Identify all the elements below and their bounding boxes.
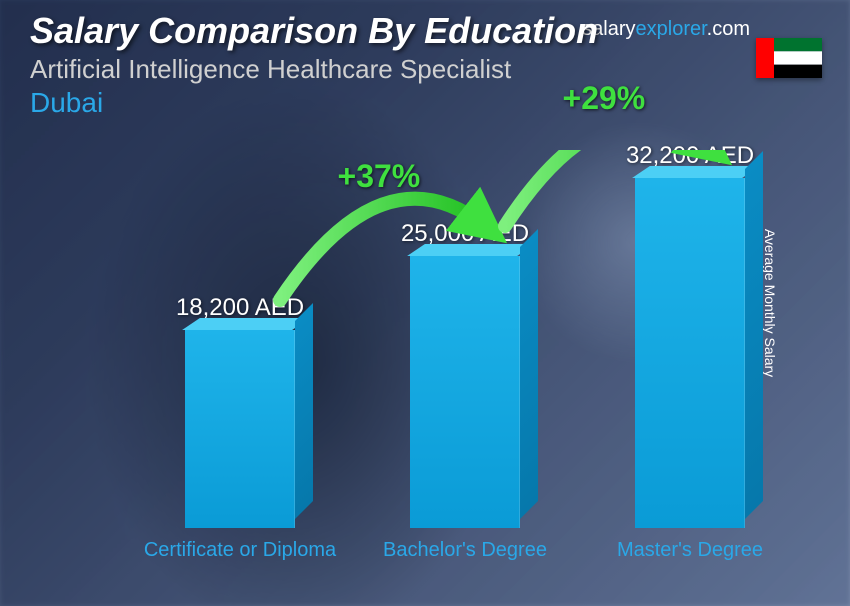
bar-chart: 18,200 AEDCertificate or Diploma25,000 A… bbox=[50, 150, 800, 586]
page-location: Dubai bbox=[30, 87, 820, 119]
increase-arrow-icon bbox=[50, 150, 800, 586]
page-subtitle: Artificial Intelligence Healthcare Speci… bbox=[30, 54, 820, 85]
header: Salary Comparison By Education Artificia… bbox=[30, 10, 820, 119]
page-title: Salary Comparison By Education bbox=[30, 10, 820, 52]
